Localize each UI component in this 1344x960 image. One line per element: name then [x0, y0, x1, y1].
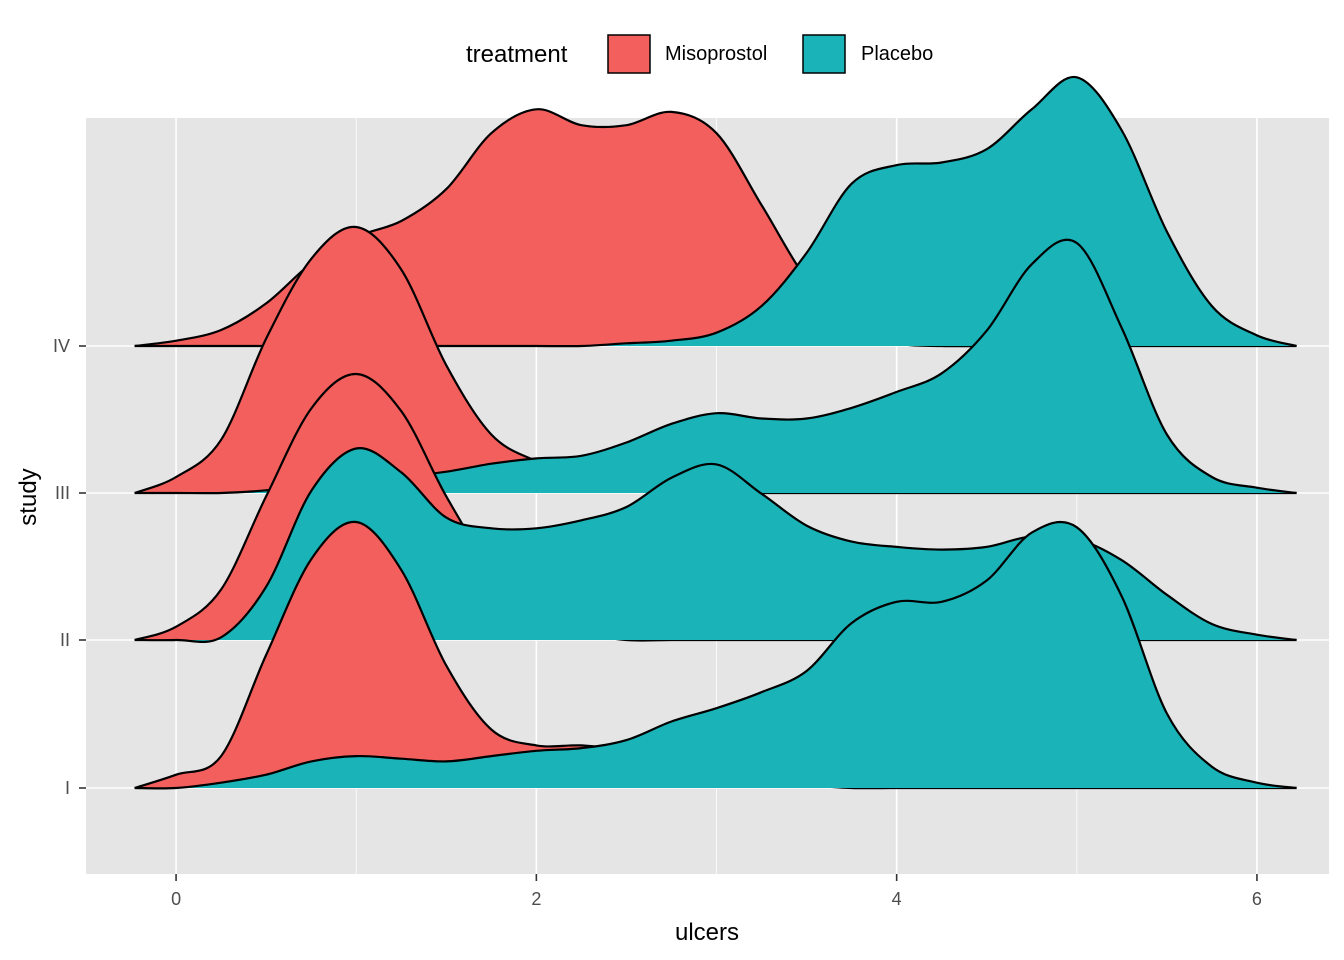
legend-title: treatment: [466, 41, 568, 68]
x-tick-label: 6: [1252, 889, 1262, 909]
legend: treatment Misoprostol Placebo: [466, 34, 933, 74]
density-line-placebo-i: [134, 520, 1297, 790]
density-fill-misoprostol-iv: [134, 109, 1297, 347]
y-tick-label: IV: [53, 336, 70, 356]
legend-label-misoprostol: Misoprostol: [665, 43, 767, 65]
y-tick-label: III: [55, 483, 70, 503]
x-tick-label: 2: [531, 889, 541, 909]
y-tick-label: I: [65, 778, 70, 798]
x-tick-label: 4: [892, 889, 902, 909]
y-axis-title: study: [15, 468, 42, 525]
y-tick-label: II: [60, 630, 70, 650]
density-fill-placebo-i: [134, 521, 1297, 789]
legend-label-placebo: Placebo: [861, 43, 933, 65]
density-fill-misoprostol-iii: [134, 226, 1297, 494]
density-fill-misoprostol-i: [134, 521, 1297, 789]
density-fill-placebo-iv: [134, 76, 1297, 347]
legend-key-placebo: [802, 34, 846, 74]
legend-key-misoprostol: [607, 34, 651, 74]
x-tick-label: 0: [171, 889, 181, 909]
x-axis: 0 2 4 6: [171, 874, 1262, 909]
density-line-placebo-ii: [134, 447, 1297, 644]
x-axis-title: ulcers: [675, 919, 739, 946]
ridges: [134, 76, 1297, 790]
